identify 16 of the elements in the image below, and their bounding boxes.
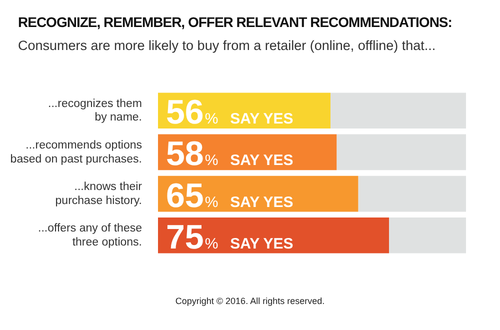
bar — [158, 218, 389, 254]
y-tick-label: ...recommends options based on past purchases. — [10, 139, 142, 166]
y-tick-label: ...recognizes them by name. — [48, 98, 142, 124]
bar — [330, 92, 466, 128]
bar — [358, 176, 466, 212]
data-label: 58% SAY YES — [166, 135, 294, 174]
y-tick-label: ...offers any of these three options. — [38, 222, 142, 248]
chart-subtitle: Consumers are more likely to buy from a retailer (online, offline) that... — [18, 38, 436, 53]
data-label: 65% SAY YES — [166, 176, 294, 215]
y-tick-label: ...knows their purchase history. — [55, 181, 142, 207]
bar — [389, 218, 466, 254]
chart-title: RECOGNIZE, REMEMBER, OFFER RELEVANT RECOMMENDATIONS: — [18, 14, 452, 30]
bar — [336, 134, 466, 170]
text: Copyright © 2016. All rights reserved. — [174, 296, 326, 306]
data-label: 75% SAY YES — [166, 218, 294, 256]
data-label: 56% SAY YES — [166, 94, 294, 132]
